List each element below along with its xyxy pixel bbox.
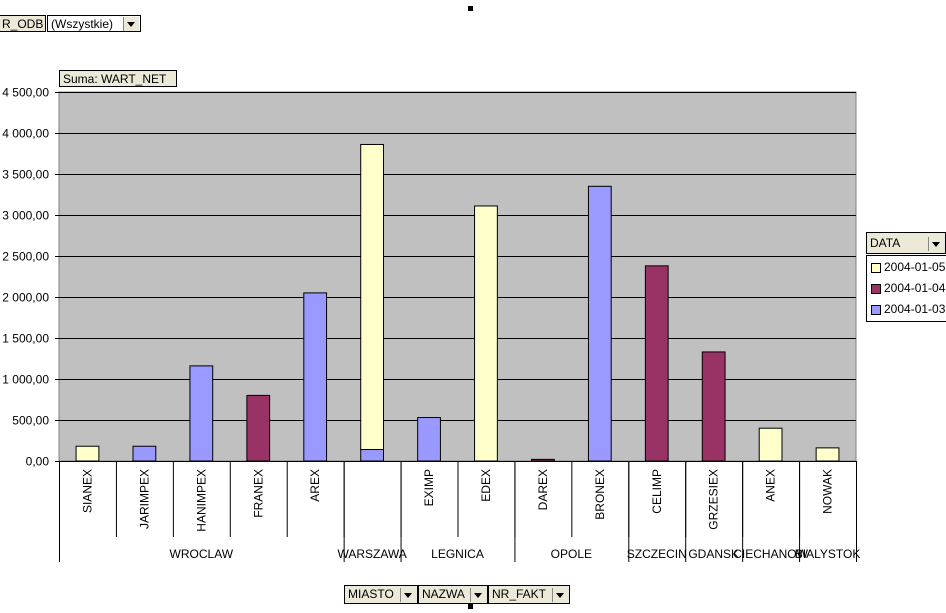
- y-tick-label: 2 000,00: [2, 291, 49, 305]
- legend-swatch: [871, 262, 881, 273]
- category-label: CELIMP: [650, 469, 664, 514]
- legend-field-label: DATA: [870, 236, 901, 250]
- group-label: GDANSK: [688, 547, 739, 561]
- bar: [303, 292, 328, 462]
- category-label: AREX: [308, 469, 322, 502]
- selection-handle-bottom[interactable]: [468, 604, 473, 609]
- legend-swatch: [871, 283, 881, 294]
- y-tick-label: 3 500,00: [2, 168, 49, 182]
- legend-label: 2004-01-03: [884, 302, 946, 316]
- y-tick-label: 1 500,00: [2, 332, 49, 346]
- bar: [189, 365, 214, 462]
- y-tick-label: 4 000,00: [2, 127, 49, 141]
- bar: [644, 265, 669, 462]
- category-label: HANIMPEX: [194, 469, 208, 532]
- row-field-label: NAZWA: [422, 587, 465, 601]
- bar: [132, 445, 157, 462]
- row-field-nazwa[interactable]: NAZWA: [418, 585, 488, 604]
- category-label: EXIMP: [422, 469, 436, 506]
- category-label: BRONEX: [593, 469, 607, 520]
- bar: [360, 449, 384, 462]
- page-field-r-odb[interactable]: R_ODB: [0, 15, 46, 32]
- y-tick-label: 0,00: [26, 455, 50, 469]
- data-field-label: Suma: WART_NET: [63, 72, 167, 86]
- row-field-miasto[interactable]: MIASTO: [344, 585, 418, 604]
- bar: [360, 143, 384, 451]
- chevron-down-icon[interactable]: [123, 17, 139, 31]
- category-label: NOWAK: [821, 469, 835, 514]
- bar: [75, 445, 100, 462]
- bar: [758, 427, 783, 462]
- legend-entry: 2004-01-05: [871, 260, 945, 274]
- y-tick-label: 1 000,00: [2, 373, 49, 387]
- legend-entry: 2004-01-03: [871, 302, 945, 316]
- group-label: OPOLE: [551, 547, 592, 561]
- plot-area: [58, 91, 857, 462]
- category-label: DAREX: [536, 469, 550, 510]
- row-field-nr-fakt[interactable]: NR_FAKT: [488, 585, 570, 604]
- group-label: CIECHANOW: [733, 547, 808, 561]
- bar: [815, 447, 840, 462]
- row-field-label: NR_FAKT: [492, 587, 547, 601]
- y-tick-label: 500,00: [12, 414, 49, 428]
- y-tick-label: 2 500,00: [2, 250, 49, 264]
- bar: [246, 394, 271, 462]
- category-label: FRANEX: [251, 469, 265, 518]
- legend-label: 2004-01-04: [884, 281, 946, 295]
- y-tick-label: 3 000,00: [2, 209, 49, 223]
- category-label: JARIMPEX: [137, 469, 151, 529]
- bar: [474, 205, 498, 462]
- page-field-label: R_ODB: [2, 17, 44, 31]
- chevron-down-icon[interactable]: [928, 237, 944, 251]
- group-label: SZCZECIN: [627, 547, 687, 561]
- page-filter-dropdown[interactable]: (Wszystkie): [47, 15, 141, 32]
- legend-entry: 2004-01-04: [871, 281, 945, 295]
- chevron-down-icon[interactable]: [400, 588, 416, 602]
- chart-legend: 2004-01-05 2004-01-04 2004-01-03: [866, 255, 946, 322]
- group-label: LEGNICA: [431, 547, 484, 561]
- group-label: BIALYSTOK: [795, 547, 861, 561]
- page-filter-value: (Wszystkie): [51, 17, 113, 31]
- legend-swatch: [871, 304, 881, 315]
- y-tick-label: 4 500,00: [2, 86, 49, 100]
- bar: [531, 458, 555, 462]
- bar: [587, 185, 612, 462]
- category-label: ANEX: [764, 469, 778, 502]
- category-label: EDEX: [479, 469, 493, 502]
- bar: [417, 417, 441, 462]
- legend-field-data[interactable]: DATA: [866, 232, 946, 254]
- data-field-button[interactable]: Suma: WART_NET: [59, 70, 177, 87]
- category-label: GRZESIEX: [707, 469, 721, 530]
- group-label: WARSZAWA: [337, 547, 406, 561]
- row-field-label: MIASTO: [348, 587, 394, 601]
- chevron-down-icon[interactable]: [552, 588, 568, 602]
- chevron-down-icon[interactable]: [470, 588, 486, 602]
- bar: [701, 351, 726, 462]
- group-label: WROCLAW: [170, 547, 234, 561]
- category-label: SIANEX: [80, 469, 94, 513]
- legend-label: 2004-01-05: [884, 260, 946, 274]
- selection-handle-top[interactable]: [468, 6, 473, 11]
